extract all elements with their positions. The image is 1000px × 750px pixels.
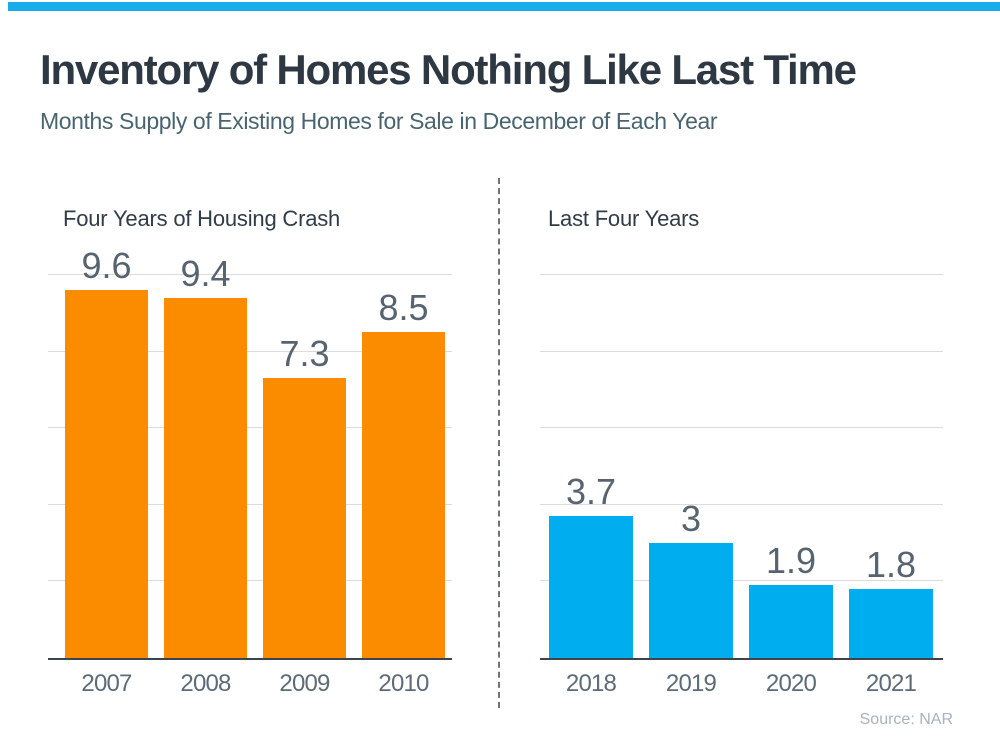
gridline bbox=[540, 427, 943, 429]
gridline bbox=[540, 274, 943, 275]
gridline bbox=[48, 427, 452, 429]
bar bbox=[749, 585, 833, 658]
bar bbox=[65, 290, 148, 658]
gridline bbox=[48, 274, 452, 275]
bar-group: 9.4 bbox=[164, 252, 247, 658]
page-title: Inventory of Homes Nothing Like Last Tim… bbox=[40, 46, 857, 93]
crash-panel-plot: 9.6 9.4 7.3 8.5 bbox=[48, 248, 452, 660]
x-axis-label: 2009 bbox=[279, 670, 330, 697]
bar bbox=[362, 332, 445, 658]
bar-value-label: 1.9 bbox=[765, 540, 817, 582]
gridline bbox=[48, 580, 452, 582]
bar bbox=[263, 378, 346, 658]
bars-row: 3.7 3 1.9 1.8 bbox=[549, 474, 933, 658]
x-axis-label: 2010 bbox=[378, 670, 429, 697]
bar-value-label: 3 bbox=[680, 498, 702, 540]
bar-value-label: 7.3 bbox=[279, 333, 330, 375]
bar-value-label: 8.5 bbox=[378, 287, 429, 329]
bar bbox=[164, 297, 247, 658]
x-axis-label: 2007 bbox=[81, 670, 132, 697]
x-axis-label: 2020 bbox=[765, 670, 817, 697]
bar bbox=[649, 543, 733, 658]
recent-panel-plot: 3.7 3 1.9 1.8 bbox=[540, 274, 943, 660]
recent-panel-x-axis: 2018 2019 2020 2021 bbox=[549, 670, 933, 698]
recent-panel-title: Last Four Years bbox=[548, 206, 700, 231]
bar-value-label: 3.7 bbox=[565, 471, 617, 513]
bar-group: 9.6 bbox=[65, 248, 148, 658]
bar-value-label: 9.6 bbox=[81, 245, 132, 287]
accent-bar bbox=[8, 2, 1000, 11]
crash-panel-x-axis: 2007 2008 2009 2010 bbox=[65, 670, 445, 698]
gridline bbox=[48, 503, 452, 505]
bar-group: 3 bbox=[649, 501, 733, 658]
bar-group: 1.8 bbox=[849, 547, 933, 658]
bar-value-label: 9.4 bbox=[180, 252, 231, 294]
bar-group: 8.5 bbox=[362, 290, 445, 658]
gridline bbox=[540, 503, 943, 505]
bar-value-label: 1.8 bbox=[865, 544, 917, 586]
x-axis-label: 2018 bbox=[565, 670, 617, 697]
bar bbox=[549, 516, 633, 658]
bar-group: 7.3 bbox=[263, 336, 346, 658]
bar-group: 3.7 bbox=[549, 474, 633, 658]
page-subtitle: Months Supply of Existing Homes for Sale… bbox=[40, 108, 718, 134]
bars-row: 9.6 9.4 7.3 8.5 bbox=[65, 248, 445, 658]
gridline bbox=[540, 580, 943, 582]
gridline bbox=[540, 350, 943, 352]
bar-group: 1.9 bbox=[749, 543, 833, 658]
x-axis-label: 2008 bbox=[180, 670, 231, 697]
gridline bbox=[48, 350, 452, 352]
crash-panel-title: Four Years of Housing Crash bbox=[63, 206, 341, 231]
x-axis-label: 2019 bbox=[665, 670, 717, 697]
bar bbox=[849, 589, 933, 658]
panel-divider-dotted-line bbox=[498, 178, 500, 708]
x-axis-label: 2021 bbox=[865, 670, 917, 697]
source-credit: Source: NAR bbox=[859, 711, 953, 728]
